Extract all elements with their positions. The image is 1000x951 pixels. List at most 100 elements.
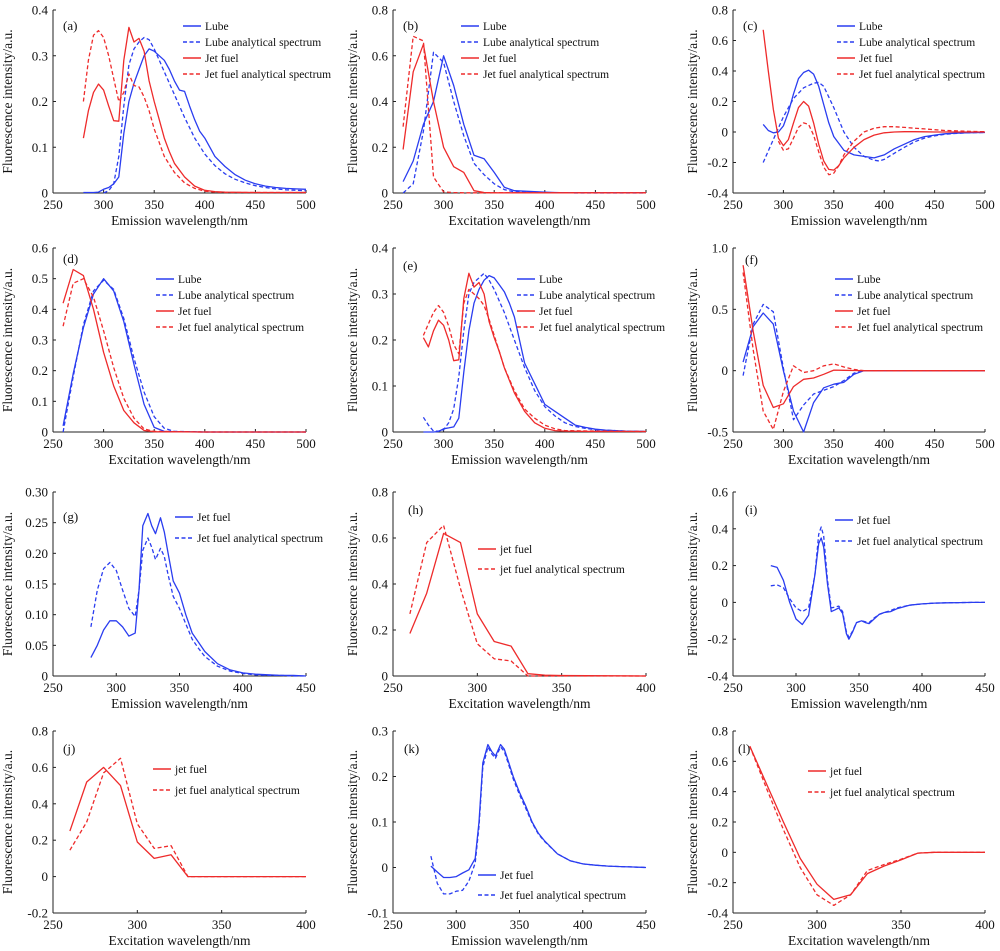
x-tick-label: 350 xyxy=(144,436,164,451)
y-axis-title: Fluorescence intensity/a.u. xyxy=(685,750,700,894)
y-tick-label: 0.4 xyxy=(712,784,729,799)
y-axis-title: Fluorescence intensity/a.u. xyxy=(685,268,700,412)
legend-entry: Lube xyxy=(205,21,229,33)
y-tick-label: 0.4 xyxy=(712,521,729,536)
y-tick-label: 0.4 xyxy=(372,241,389,256)
y-tick-label: 0.3 xyxy=(32,48,48,63)
chart-panel-j: 250 300 350 400 -0.2 0 0.2 0.4 0.6 0.8 Excitation … xyxy=(0,724,316,949)
y-tick-label: 0.2 xyxy=(32,94,48,109)
y-tick-label: 0.6 xyxy=(712,485,729,500)
chart-panel-i: 250 300 350 400 450 -0.4 -0.2 0 0.2 0.4 0.6 Emissio… xyxy=(685,485,995,712)
legend-entry: Lube analytical spectrum xyxy=(178,290,294,302)
x-tick-label: 250 xyxy=(723,436,743,451)
x-tick-label: 400 xyxy=(975,917,995,932)
legend-entry: Jet fuel xyxy=(539,306,573,318)
y-tick-label: -0.1 xyxy=(367,906,388,921)
y-tick-label: 0.6 xyxy=(372,48,389,63)
y-tick-label: -0.2 xyxy=(707,632,728,647)
y-tick-label: 0 xyxy=(382,186,389,201)
y-tick-label: 0.1 xyxy=(32,394,48,409)
x-tick-label: 400 xyxy=(874,436,894,451)
y-axis-title: Fluorescence intensity/a.u. xyxy=(0,750,15,894)
panel-label: (k) xyxy=(404,741,419,756)
x-tick-label: 500 xyxy=(975,197,995,212)
y-tick-label: 0.5 xyxy=(712,302,728,317)
y-tick-label: 0.2 xyxy=(372,769,388,784)
y-axis-title: Fluorescence intensity/a.u. xyxy=(685,512,700,656)
x-tick-label: 350 xyxy=(849,680,869,695)
y-tick-label: 0.6 xyxy=(32,760,49,775)
x-tick-label: 500 xyxy=(636,197,656,212)
legend-entry: Jet fuel analytical spectrum xyxy=(483,69,609,81)
series-line-jet-fuel-analytical-spectrum xyxy=(749,745,985,907)
y-tick-label: 0 xyxy=(42,669,49,684)
series-line-jet-fuel-analytical-spectrum xyxy=(82,29,306,194)
x-axis-title: Excitation wavelength/nm xyxy=(448,696,591,711)
y-tick-label: -0.5 xyxy=(707,425,728,440)
legend-entry: Jet fuel analytical spectrum xyxy=(857,322,983,334)
x-tick-label: 300 xyxy=(128,917,148,932)
legend-entry: jet fuel analytical spectrum xyxy=(499,564,625,576)
y-tick-label: 0.6 xyxy=(712,754,729,769)
legend: Lube Lube analytical spectrum Jet fuel Jet … xyxy=(461,21,609,81)
y-tick-label: 0.2 xyxy=(372,140,388,155)
panel-label: (b) xyxy=(403,18,418,33)
y-tick-label: 0.10 xyxy=(25,607,48,622)
y-tick-label: 0.2 xyxy=(32,363,48,378)
panel-label: (h) xyxy=(408,502,423,517)
series-line-jet-fuel-analytical-spectrum xyxy=(770,526,985,639)
x-tick-label: 400 xyxy=(296,917,316,932)
y-axis-title: Fluorescence intensity/a.u. xyxy=(0,29,15,173)
y-tick-label: 0 xyxy=(42,186,49,201)
legend-entry: Lube xyxy=(859,21,883,33)
x-tick-label: 250 xyxy=(43,197,63,212)
chart-panel-d: 250 300 350 400 450 500 0 0.1 0.2 0.3 0.4 0.5 0.6 Exc… xyxy=(0,241,316,468)
series-line-jet-fuel-analytical-spectrum xyxy=(422,288,647,433)
y-tick-label: 0.2 xyxy=(712,815,728,830)
y-tick-label: 0.8 xyxy=(32,724,48,739)
x-tick-label: 300 xyxy=(94,197,114,212)
x-tick-label: 450 xyxy=(246,436,266,451)
y-tick-label: 0.6 xyxy=(32,241,49,256)
x-tick-label: 450 xyxy=(586,197,606,212)
series-line-jet-fuel-analytical-spectrum xyxy=(430,746,647,895)
chart-panel-f: 250 300 350 400 450 500 -0.5 0 0.5 1.0 Excitation … xyxy=(685,241,995,468)
y-axis-title: Fluorescence intensity/a.u. xyxy=(345,512,360,656)
legend-entry: Jet fuel xyxy=(197,512,231,524)
x-tick-label: 250 xyxy=(383,917,403,932)
legend-entry: jet fuel xyxy=(174,764,207,776)
legend-entry: Jet fuel analytical spectrum xyxy=(500,890,626,902)
x-tick-label: 450 xyxy=(246,197,266,212)
legend-entry: Lube analytical spectrum xyxy=(859,37,975,49)
panel-label: (i) xyxy=(745,502,757,517)
y-tick-label: 0 xyxy=(382,669,389,684)
series-line-lube xyxy=(423,274,647,433)
panel-label: (l) xyxy=(738,741,750,756)
x-tick-label: 400 xyxy=(195,197,215,212)
x-tick-label: 300 xyxy=(434,197,454,212)
x-tick-label: 300 xyxy=(447,917,467,932)
legend: Lube Lube analytical spectrum Jet fuel Jet … xyxy=(835,274,983,334)
legend: jet fuel jet fuel analytical spectrum xyxy=(478,544,625,576)
series-line-lube-analytical-spectrum xyxy=(762,81,986,163)
legend-entry: Jet fuel xyxy=(857,306,891,318)
y-tick-label: 0.25 xyxy=(25,515,48,530)
x-tick-label: 350 xyxy=(144,197,164,212)
legend-entry: Lube analytical spectrum xyxy=(205,37,321,49)
y-tick-label: 0 xyxy=(42,869,49,884)
x-axis-title: Emission wavelength/nm xyxy=(451,933,588,948)
x-tick-label: 500 xyxy=(296,436,316,451)
legend-entry: Jet fuel xyxy=(859,53,893,65)
y-tick-label: 0 xyxy=(722,595,729,610)
legend-entry: Lube analytical spectrum xyxy=(483,37,599,49)
x-tick-label: 250 xyxy=(723,917,743,932)
chart-panel-a: 250 300 350 400 450 500 0 0.1 0.2 0.3 0.4 Emission … xyxy=(0,3,331,229)
x-tick-label: 350 xyxy=(170,680,190,695)
legend: jet fuel jet fuel analytical spectrum xyxy=(153,764,300,797)
legend-entry: jet fuel analytical spectrum xyxy=(174,785,300,797)
x-tick-label: 500 xyxy=(975,436,995,451)
series-line-jet-fuel xyxy=(422,272,646,433)
series-line-lube-analytical-spectrum xyxy=(402,51,646,194)
x-axis-title: Excitation wavelength/nm xyxy=(788,933,931,948)
